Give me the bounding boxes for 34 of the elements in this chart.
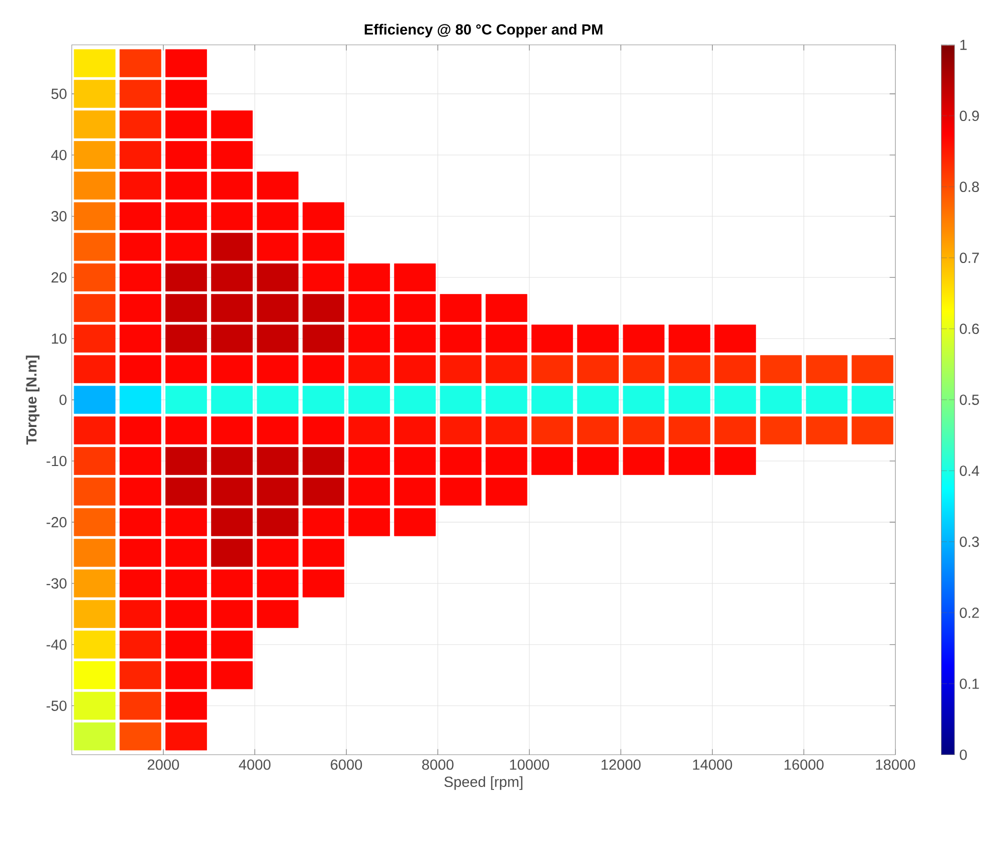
color-bar-label: 0.9 [960, 110, 979, 121]
x-tick-label: 18000 [876, 759, 916, 770]
y-tick-label: 50 [51, 88, 67, 99]
y-tick-label: -40 [46, 639, 67, 650]
x-tick-label: 8000 [422, 759, 454, 770]
y-axis-title: Torque [N.m] [26, 355, 40, 444]
color-bar-label: 0.6 [960, 323, 979, 334]
y-tick-label: -10 [46, 456, 67, 466]
y-tick-label: 40 [51, 150, 67, 160]
x-tick-label: 16000 [784, 759, 824, 770]
color-bar-label: 0.2 [960, 607, 979, 618]
color-bar-label: 0.3 [960, 536, 979, 547]
x-tick-label: 6000 [330, 759, 362, 770]
y-tick-label: 0 [60, 394, 67, 405]
x-tick-label: 12000 [602, 759, 641, 770]
color-bar-label: 1 [960, 40, 967, 50]
color-bar-label: 0.4 [960, 465, 980, 476]
x-tick-label: 4000 [238, 759, 270, 770]
y-tick-label: -50 [46, 700, 67, 711]
x-tick-label: 10000 [510, 759, 550, 770]
y-tick-label: 10 [52, 333, 67, 344]
chart-title: Efficiency @ 80 °C Copper and PM [364, 24, 602, 38]
color-bar-label: 0.8 [960, 181, 979, 192]
color-bar-label: 0.7 [960, 252, 979, 263]
y-tick-label: -30 [46, 578, 67, 588]
y-tick-label: 20 [52, 272, 67, 282]
y-tick-label: -20 [46, 516, 67, 528]
color-bar-label: 0 [960, 749, 967, 760]
x-tick-label: 2000 [148, 759, 179, 770]
color-bar-label: 0.5 [960, 394, 979, 405]
x-tick-label: 14000 [693, 759, 732, 770]
color-bar-label: 0.1 [960, 678, 979, 689]
x-axis-title: Speed [rpm] [444, 776, 522, 790]
y-tick-label: 30 [51, 210, 67, 222]
